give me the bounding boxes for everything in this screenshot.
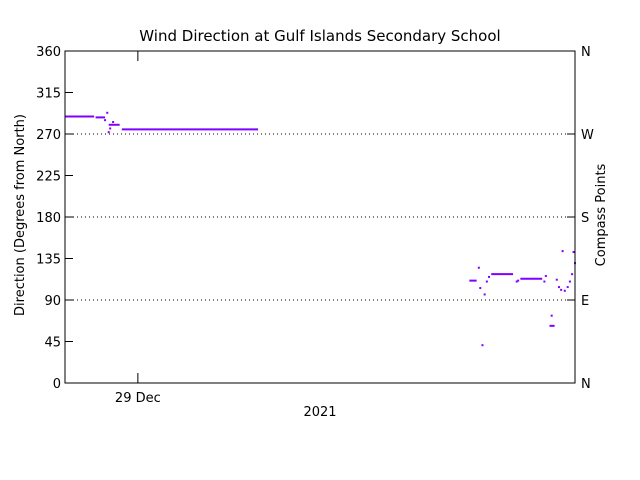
data-point [566,286,569,289]
data-point [477,266,480,269]
y-tick-label: 180 [36,211,61,226]
data-point [485,280,488,283]
data-point [515,280,518,283]
y2-tick-label: W [581,128,594,143]
y-tick-label: 45 [44,336,61,351]
x-tick-label: 29 Dec [115,391,161,406]
data-point [563,289,566,292]
data-point [550,314,553,317]
data-point [560,288,563,291]
data-point [481,344,484,347]
y2-tick-label: N [581,45,591,60]
data-point [104,119,107,122]
data-point [555,278,558,281]
data-point [572,251,575,254]
y2-tick-label: S [581,211,589,226]
y-tick-label: 225 [36,170,61,185]
y2-tick-label: E [581,294,589,309]
data-point [517,279,520,282]
data-point [543,280,546,283]
data-point [107,131,110,134]
data-point [544,275,547,278]
y-tick-label: 270 [36,128,61,143]
data-point [571,273,574,276]
y-tick-label: 90 [44,294,61,309]
data-point [568,280,571,283]
y2-tick-label: N [581,377,591,392]
chart-title: Wind Direction at Gulf Islands Secondary… [139,27,500,45]
data-marks [65,111,576,347]
x-axis-label: 2021 [303,405,336,420]
axis-ticks: 0 45 90 135 180 225 270 315 360 N E S W N 29 Dec [36,45,594,406]
data-point [479,287,482,290]
data-point [561,250,564,253]
y-axis-label: Direction (Degrees from North) [13,114,28,316]
data-point [488,275,491,278]
plot-frame [64,50,576,384]
data-point [557,286,560,289]
y-tick-label: 360 [36,45,61,60]
y2-axis-label: Compass Points [594,163,609,266]
gridlines [65,133,575,301]
y-tick-label: 0 [53,377,61,392]
data-point [109,127,112,130]
data-point [483,293,486,296]
y-tick-label: 135 [36,253,61,268]
data-point [112,121,115,124]
y-tick-label: 315 [36,87,61,102]
data-point [106,111,109,114]
